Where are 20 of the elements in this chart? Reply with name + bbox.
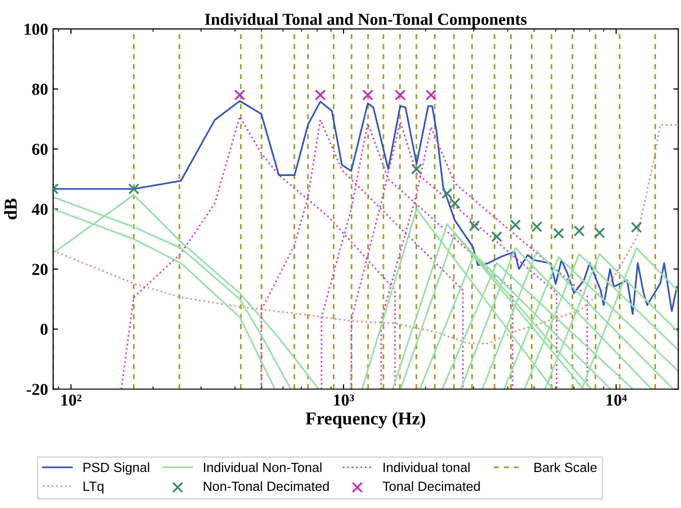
x-axis-title: Frequency (Hz) xyxy=(306,412,426,428)
y-tick-label: 0 xyxy=(40,324,48,336)
y-axis-title: dB xyxy=(4,198,17,220)
y-tick-label: 100 xyxy=(24,24,48,35)
chart-title: Individual Tonal and Non-Tonal Components xyxy=(204,13,527,28)
y-tick-label: 40 xyxy=(32,204,48,215)
legend-label: Non-Tonal Decimated xyxy=(204,481,329,491)
legend-label: Tonal Decimated xyxy=(382,481,480,491)
x-tick-label: 10² xyxy=(61,394,82,406)
y-tick-label: 80 xyxy=(32,84,48,95)
legend-label: Bark Scale xyxy=(534,462,597,472)
x-tick-label: 10³ xyxy=(334,394,354,406)
legend-label: Individual tonal xyxy=(384,462,470,472)
y-tick-label: -20 xyxy=(26,384,48,396)
x-tick-label: 10⁴ xyxy=(606,394,627,406)
y-tick-label: 20 xyxy=(32,264,48,276)
y-tick-label: 60 xyxy=(32,144,48,155)
legend-label: LTq xyxy=(84,482,104,494)
legend-label: PSD Signal xyxy=(84,462,150,475)
legend-label: Individual Non-Tonal xyxy=(204,462,322,472)
